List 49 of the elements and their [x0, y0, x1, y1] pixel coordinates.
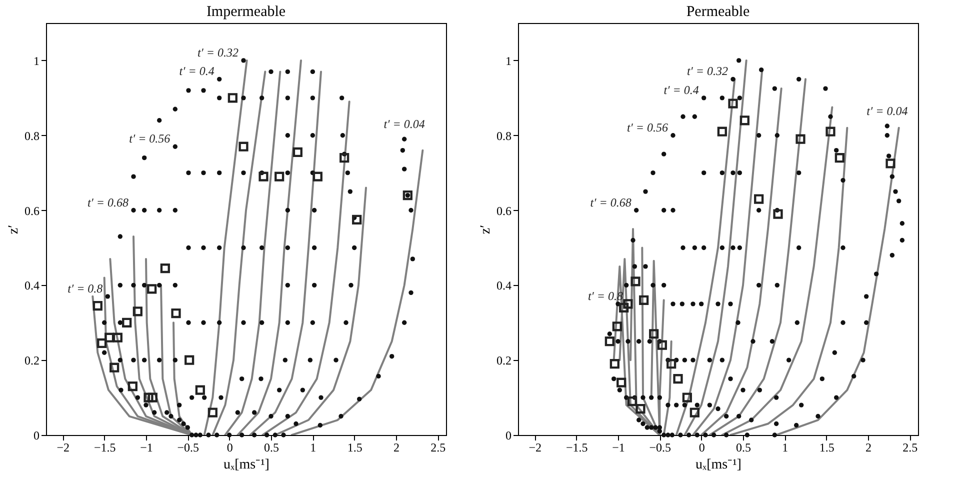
x-tick-label: −1: [140, 440, 153, 454]
annotation: t′ = 0.04: [866, 104, 908, 118]
x-tick-label: 2: [866, 440, 872, 454]
x-tick-label: 1.5: [347, 440, 362, 454]
annotation: t′ = 0.8: [68, 281, 103, 296]
y-tick-label: 0.6: [24, 204, 40, 218]
annotation: t′ = 0.4: [664, 82, 699, 97]
y-tick-label: 0: [506, 428, 512, 442]
y-tick-label: 0.8: [496, 128, 512, 143]
y-tick-label: 0.2: [24, 354, 40, 368]
y-tick-label: 1: [34, 54, 40, 68]
x-axis-title: uₓ[ms⁻¹]: [696, 458, 742, 472]
annotation: t′ = 0.56: [129, 132, 170, 146]
x-tick-label: −1.5: [566, 440, 588, 454]
x-tick-label: −0.5: [649, 440, 672, 454]
x-tick-label: −1: [612, 440, 625, 454]
annotation: t′ = 0.68: [87, 195, 128, 210]
annotation: t′ = 0.56: [626, 120, 668, 134]
x-tick-label: 0: [698, 440, 705, 454]
y-tick-label: 0.8: [24, 128, 40, 143]
y-axis-title: z′: [478, 224, 494, 234]
x-tick-label: −2: [56, 440, 70, 454]
x-tick-label: −1.5: [94, 440, 116, 454]
annotation: t′ = 0.32: [686, 64, 728, 78]
x-tick-label: −2: [528, 440, 542, 454]
y-axis-title: z′: [6, 224, 22, 234]
x-tick-label: 2.5: [902, 440, 918, 454]
x-tick-label: 0.5: [736, 440, 751, 454]
annotation: t′ = 0.32: [197, 45, 238, 60]
x-tick-label: 2: [394, 440, 400, 454]
y-tick-label: 0.4: [24, 278, 40, 293]
x-tick-label: 1: [782, 440, 788, 454]
x-tick-label: 0.5: [264, 440, 279, 454]
y-tick-label: 1: [506, 54, 512, 68]
x-tick-label: 1: [310, 440, 316, 454]
annotation: t′ = 0.4: [179, 64, 214, 78]
y-tick-label: 0.4: [496, 278, 512, 293]
y-tick-label: 0.2: [496, 354, 512, 368]
x-tick-label: 1.5: [819, 440, 834, 454]
y-tick-label: 0: [34, 428, 40, 442]
annotation: t′ = 0.68: [590, 195, 632, 210]
chart-title: Permeable: [686, 4, 750, 20]
chart-title: Impermeable: [206, 4, 286, 20]
y-tick-label: 0.6: [496, 204, 512, 218]
annotation: t′ = 0.04: [384, 117, 425, 132]
x-tick-label: 2.5: [430, 440, 446, 454]
x-axis-title: uₓ[ms⁻¹]: [224, 458, 270, 472]
x-tick-label: −0.5: [177, 440, 200, 454]
x-tick-label: 0: [226, 440, 233, 454]
